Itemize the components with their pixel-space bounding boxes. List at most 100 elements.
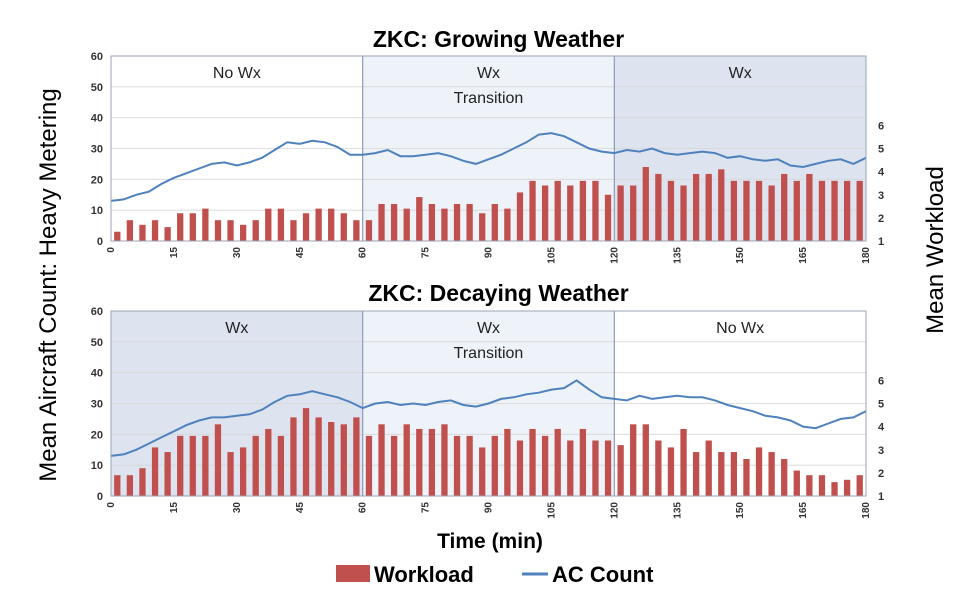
region-label: No Wx — [213, 65, 261, 82]
workload-bar — [529, 428, 536, 496]
workload-bar — [806, 475, 813, 496]
region-label: Wx — [225, 320, 248, 337]
x-axis-label: Time (min) — [437, 530, 543, 553]
workload-bar — [466, 204, 473, 241]
workload-bar — [428, 428, 436, 496]
workload-bar — [617, 445, 624, 496]
y-tick-label-right: 4 — [878, 167, 885, 179]
workload-bar — [126, 220, 134, 241]
region-label: Transition — [454, 345, 524, 362]
y-tick-label-left: 10 — [91, 205, 103, 217]
workload-bar — [453, 204, 461, 241]
x-tick-label: 0 — [106, 502, 117, 508]
workload-bar — [353, 220, 360, 241]
workload-bar — [353, 417, 360, 496]
workload-bar — [202, 208, 209, 241]
workload-bar — [592, 440, 599, 496]
y-tick-label-right: 2 — [878, 468, 884, 480]
workload-bar — [479, 213, 486, 241]
workload-bar — [642, 167, 649, 241]
workload-bar — [567, 440, 574, 496]
y-tick-label-left: 40 — [91, 113, 103, 125]
ac-count-line — [110, 379, 867, 457]
x-tick-label: 75 — [421, 247, 432, 259]
workload-bar — [227, 452, 234, 496]
y-tick-label-right: 5 — [878, 399, 884, 411]
y-tick-label-left: 30 — [91, 399, 103, 411]
workload-bar — [491, 435, 498, 496]
workload-bar — [328, 208, 335, 241]
x-tick-label: 135 — [672, 247, 683, 264]
x-tick-label: 90 — [484, 502, 495, 514]
workload-bar — [239, 447, 247, 496]
workload-bar — [416, 197, 423, 241]
workload-bar — [667, 180, 675, 241]
x-tick-label: 15 — [169, 247, 180, 259]
x-tick-label: 15 — [169, 502, 180, 514]
y-tick-label-left: 0 — [97, 236, 103, 248]
y-tick-label-left: 40 — [91, 368, 103, 380]
workload-bar — [202, 435, 209, 496]
workload-bar — [340, 213, 347, 241]
workload-bar — [428, 204, 436, 241]
chart-title: ZKC: Growing Weather — [373, 26, 624, 52]
workload-bar — [604, 194, 612, 241]
x-tick-label: 150 — [735, 502, 746, 519]
y-tick-label-right: 1 — [878, 236, 884, 248]
y-tick-label-right: 3 — [878, 190, 884, 202]
workload-bar — [843, 479, 851, 496]
workload-bar — [529, 180, 536, 241]
workload-bar — [416, 428, 423, 496]
legend-label-ac-count: AC Count — [552, 562, 654, 587]
workload-bar — [592, 180, 599, 241]
x-tick-label: 105 — [546, 502, 557, 519]
workload-bar — [302, 408, 310, 496]
workload-bar — [793, 180, 800, 241]
workload-bar — [390, 435, 398, 496]
workload-bar — [705, 173, 712, 241]
y-tick-label-right: 2 — [878, 213, 884, 225]
workload-bar — [642, 424, 649, 496]
workload-bar — [705, 440, 712, 496]
workload-bar — [252, 435, 259, 496]
workload-bar — [630, 424, 637, 496]
workload-bar — [856, 475, 863, 496]
workload-bar — [680, 428, 687, 496]
workload-bar — [831, 180, 838, 241]
region-label: Wx — [729, 65, 752, 82]
workload-bar — [655, 440, 662, 496]
x-tick-label: 180 — [861, 247, 872, 264]
workload-bar — [302, 213, 310, 241]
workload-bar — [692, 452, 700, 496]
workload-bar — [479, 447, 486, 496]
workload-bar — [554, 180, 561, 241]
y-tick-label-right: 5 — [878, 144, 884, 156]
workload-bar — [189, 213, 196, 241]
workload-bar — [252, 220, 259, 241]
x-tick-label: 180 — [861, 502, 872, 519]
x-tick-label: 150 — [735, 247, 746, 264]
workload-bar — [239, 224, 247, 241]
region-label: Wx — [477, 320, 500, 337]
workload-bar — [718, 169, 725, 241]
workload-bar — [453, 435, 461, 496]
workload-bar — [403, 208, 410, 241]
ac-count-line — [110, 132, 867, 202]
workload-bar — [139, 468, 146, 496]
workload-bar — [768, 452, 775, 496]
x-tick-label: 75 — [421, 502, 432, 514]
workload-bar — [818, 475, 826, 496]
workload-bar — [743, 459, 750, 496]
workload-bar — [755, 180, 763, 241]
y-axis-label-left: Mean Aircraft Count: Heavy Metering — [35, 88, 62, 482]
workload-bar — [378, 204, 385, 241]
y-tick-label-right: 3 — [878, 445, 884, 457]
workload-bar — [806, 173, 813, 241]
workload-bar — [378, 424, 385, 496]
workload-bar — [265, 428, 272, 496]
y-tick-label-left: 60 — [91, 306, 103, 318]
x-tick-label: 135 — [672, 502, 683, 519]
x-tick-label: 45 — [295, 247, 306, 259]
